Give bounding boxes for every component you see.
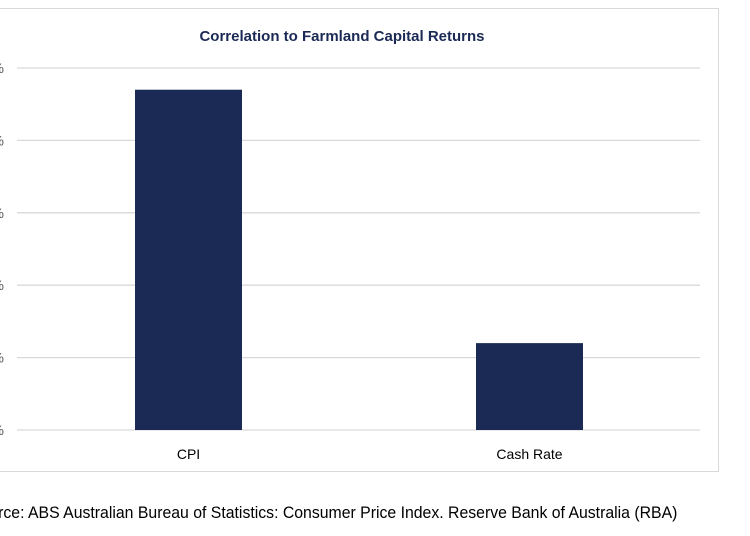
chart-title: Correlation to Farmland Capital Returns <box>199 28 484 45</box>
y-tick-label: 10% <box>0 350 4 366</box>
chart-frame <box>0 8 719 472</box>
bar-cash-rate <box>476 343 583 430</box>
source-note: Source: ABS Australian Bureau of Statist… <box>0 503 678 522</box>
y-tick-label: 50% <box>0 60 4 76</box>
x-tick-label: CPI <box>177 446 200 462</box>
x-tick-label: Cash Rate <box>496 446 562 462</box>
y-tick-label: 30% <box>0 205 4 221</box>
y-tick-label: 40% <box>0 132 4 148</box>
y-tick-label: 0% <box>0 422 4 438</box>
y-tick-label: 20% <box>0 277 4 293</box>
bar-cpi <box>135 89 242 430</box>
